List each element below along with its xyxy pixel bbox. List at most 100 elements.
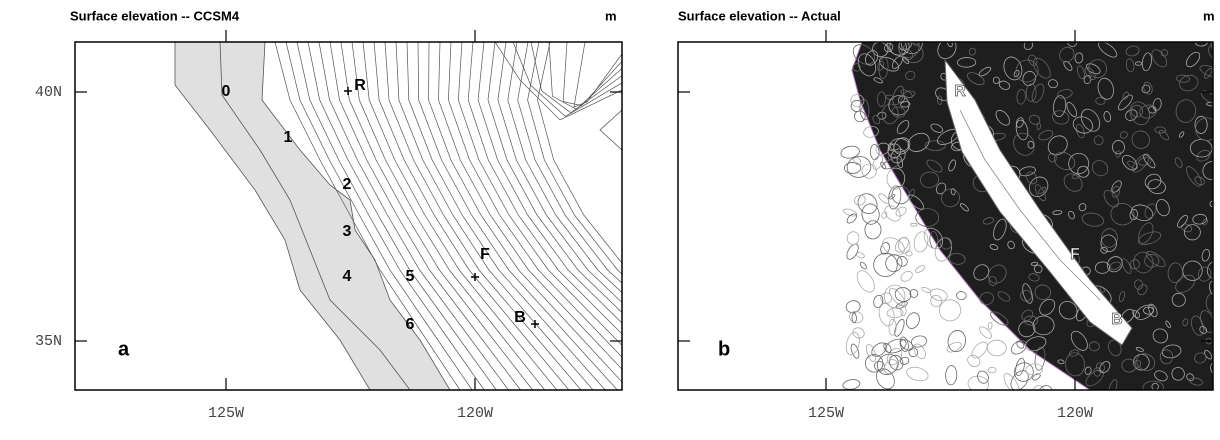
contour-blob xyxy=(1018,166,1036,177)
contour-blob xyxy=(945,365,958,386)
contour-blob xyxy=(1078,203,1087,212)
contour-blob xyxy=(1132,153,1150,173)
contour-blob xyxy=(1032,57,1051,79)
contour-blob xyxy=(941,188,960,208)
contour-blob xyxy=(872,155,884,170)
map-a xyxy=(174,42,622,390)
contour xyxy=(487,42,622,314)
contour-blob xyxy=(852,44,875,65)
contour xyxy=(457,42,622,346)
contour-blob xyxy=(894,236,909,253)
contour-blob xyxy=(1210,42,1213,51)
contour-blob xyxy=(1144,203,1157,219)
contour-blob xyxy=(1118,290,1126,303)
contour-blob xyxy=(1022,70,1036,86)
contour-blob xyxy=(895,206,907,217)
contour-blob xyxy=(971,341,988,359)
contour xyxy=(599,109,622,151)
contour-blob xyxy=(1167,262,1183,284)
contour-blob xyxy=(1028,273,1040,282)
contour-blob xyxy=(1185,51,1201,68)
contour-blob xyxy=(1077,65,1085,80)
contour-blob xyxy=(1156,198,1170,217)
contour-blob xyxy=(900,305,907,317)
contour-blob xyxy=(1070,330,1088,351)
contour-blob xyxy=(1015,117,1024,128)
contour xyxy=(527,42,622,275)
contour-blob xyxy=(842,379,861,390)
contour-blob xyxy=(1139,104,1157,119)
contour-blob xyxy=(1171,366,1185,381)
contour-blob xyxy=(1048,79,1058,89)
contour-blob xyxy=(896,120,910,134)
contour-blob xyxy=(865,50,879,66)
contour-blob xyxy=(986,339,1007,357)
contour-blob xyxy=(885,338,907,354)
contour-blob xyxy=(1186,166,1202,187)
contour-blob xyxy=(906,366,929,382)
contour-blob xyxy=(926,159,943,173)
contour-blob xyxy=(988,264,1007,284)
contour-blob xyxy=(1036,122,1041,131)
contour-blob xyxy=(1208,43,1213,62)
contour-blob xyxy=(845,332,860,356)
contour-blob xyxy=(1138,222,1154,244)
frame-a xyxy=(74,41,623,391)
coastal-band xyxy=(174,42,451,390)
contour-blob xyxy=(842,208,858,217)
contour-blob xyxy=(1013,132,1035,156)
contour-blob xyxy=(864,354,884,373)
x-tick-label: 125W xyxy=(208,405,244,422)
contour-blob xyxy=(913,343,926,360)
contour-blob xyxy=(1175,99,1197,123)
contour-blob xyxy=(1201,248,1210,262)
point-label: 6 xyxy=(406,316,415,333)
contour-blob xyxy=(850,343,860,359)
contour-blob xyxy=(1084,366,1092,375)
contour-blob xyxy=(863,126,879,138)
contour-blob xyxy=(1015,357,1025,376)
contour xyxy=(959,109,1101,301)
contour xyxy=(512,42,622,117)
contour-blob xyxy=(886,307,904,319)
contour xyxy=(530,42,622,114)
contour-blob xyxy=(846,231,860,245)
contour-blob xyxy=(1174,157,1183,168)
contour-blob xyxy=(1027,140,1035,149)
contour-blob xyxy=(1121,154,1138,171)
contour xyxy=(548,42,622,110)
contour-blob xyxy=(1052,110,1070,125)
contour xyxy=(507,42,622,294)
point-label: B xyxy=(514,309,526,326)
contour xyxy=(537,42,622,264)
contour-blob xyxy=(1158,129,1169,141)
contour-blob xyxy=(1154,126,1166,134)
contour-blob xyxy=(1200,310,1213,333)
contour-blob xyxy=(1053,151,1076,171)
contour-blob xyxy=(1194,115,1208,134)
contour-blob xyxy=(937,42,957,60)
contour-blob xyxy=(861,163,877,179)
map-b xyxy=(840,42,1213,390)
contour-blob xyxy=(979,326,992,339)
contour-blob xyxy=(1147,179,1166,195)
contour-blob xyxy=(1098,42,1118,58)
contour-blob xyxy=(1148,106,1157,114)
contour-blob xyxy=(1032,315,1055,336)
contour-blob xyxy=(1121,258,1132,274)
contour-blob xyxy=(1182,260,1203,281)
contour-blob xyxy=(1052,210,1063,215)
contour-blob xyxy=(910,222,918,227)
contour-blob xyxy=(1081,212,1105,227)
contour-blob xyxy=(1109,261,1121,270)
contour-blob xyxy=(1131,130,1150,149)
contour-blob xyxy=(1143,81,1153,95)
contour-blob xyxy=(948,159,957,172)
contour-blob xyxy=(1100,234,1117,253)
contour-blob xyxy=(913,231,929,253)
contour xyxy=(494,42,622,121)
contour xyxy=(329,42,521,390)
contour-blob xyxy=(1016,341,1025,349)
contour-blob xyxy=(1184,224,1201,241)
contour-blob xyxy=(1010,340,1027,355)
